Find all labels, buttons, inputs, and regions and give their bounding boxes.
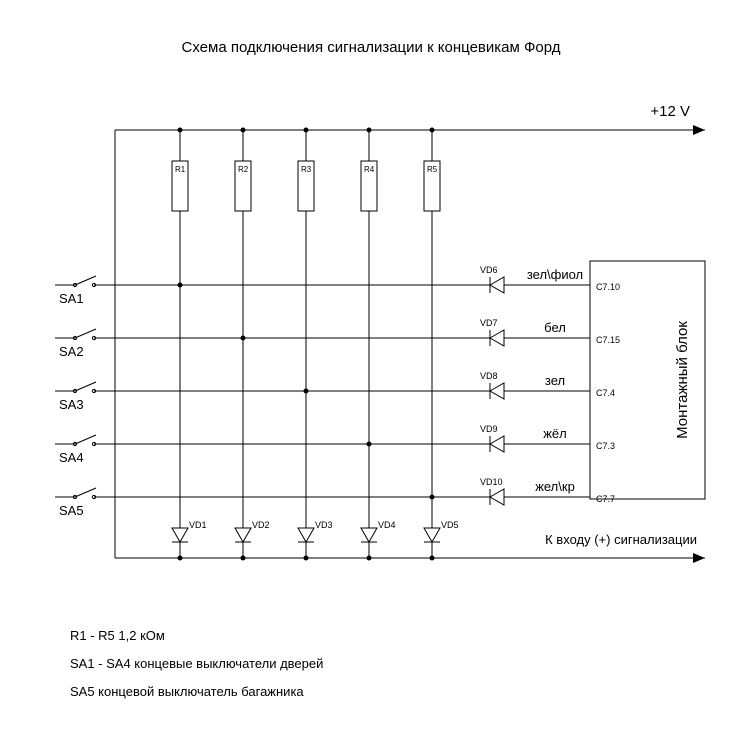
wire-color-label: бел xyxy=(544,320,566,335)
resistor-label: R3 xyxy=(301,165,312,174)
switch-label: SA2 xyxy=(59,344,84,359)
voltage-label: +12 V xyxy=(650,103,690,120)
switch-label: SA3 xyxy=(59,397,84,412)
pin-label: C7.15 xyxy=(596,335,620,345)
pin-label: C7.3 xyxy=(596,441,615,451)
diode-down-label: VD4 xyxy=(378,520,396,530)
pin-label: C7.10 xyxy=(596,282,620,292)
diode-right-label: VD6 xyxy=(480,265,498,275)
resistor-label: R5 xyxy=(427,165,438,174)
block-label: Монтажный блок xyxy=(674,321,691,439)
diode-right-label: VD9 xyxy=(480,424,498,434)
pin-label: C7.4 xyxy=(596,388,615,398)
note-line: R1 - R5 1,2 кОм xyxy=(70,628,165,643)
switch-label: SA4 xyxy=(59,450,84,465)
wire-color-label: зел\фиол xyxy=(527,267,583,282)
diode-right-label: VD7 xyxy=(480,318,498,328)
diode-down-label: VD2 xyxy=(252,520,270,530)
resistor-label: R4 xyxy=(364,165,375,174)
title: Схема подключения сигнализации к концеви… xyxy=(182,39,561,56)
alarm-input-label: К входу (+) сигнализации xyxy=(545,532,697,547)
diode-down-label: VD5 xyxy=(441,520,459,530)
wire-color-label: жёл xyxy=(543,426,567,441)
pin-label: C7.7 xyxy=(596,494,615,504)
note-line: SA5 концевой выключатель багажника xyxy=(70,684,304,699)
diode-down-label: VD1 xyxy=(189,520,207,530)
resistor-label: R2 xyxy=(238,165,249,174)
diode-right-label: VD10 xyxy=(480,477,503,487)
switch-label: SA1 xyxy=(59,291,84,306)
diode-right-label: VD8 xyxy=(480,371,498,381)
note-line: SA1 - SA4 концевые выключатели дверей xyxy=(70,656,323,671)
resistor-label: R1 xyxy=(175,165,186,174)
schematic: Схема подключения сигнализации к концеви… xyxy=(0,0,743,737)
wire-color-label: зел xyxy=(545,373,565,388)
diode-down-label: VD3 xyxy=(315,520,333,530)
switch-label: SA5 xyxy=(59,503,84,518)
wire-color-label: жел\кр xyxy=(535,479,575,494)
